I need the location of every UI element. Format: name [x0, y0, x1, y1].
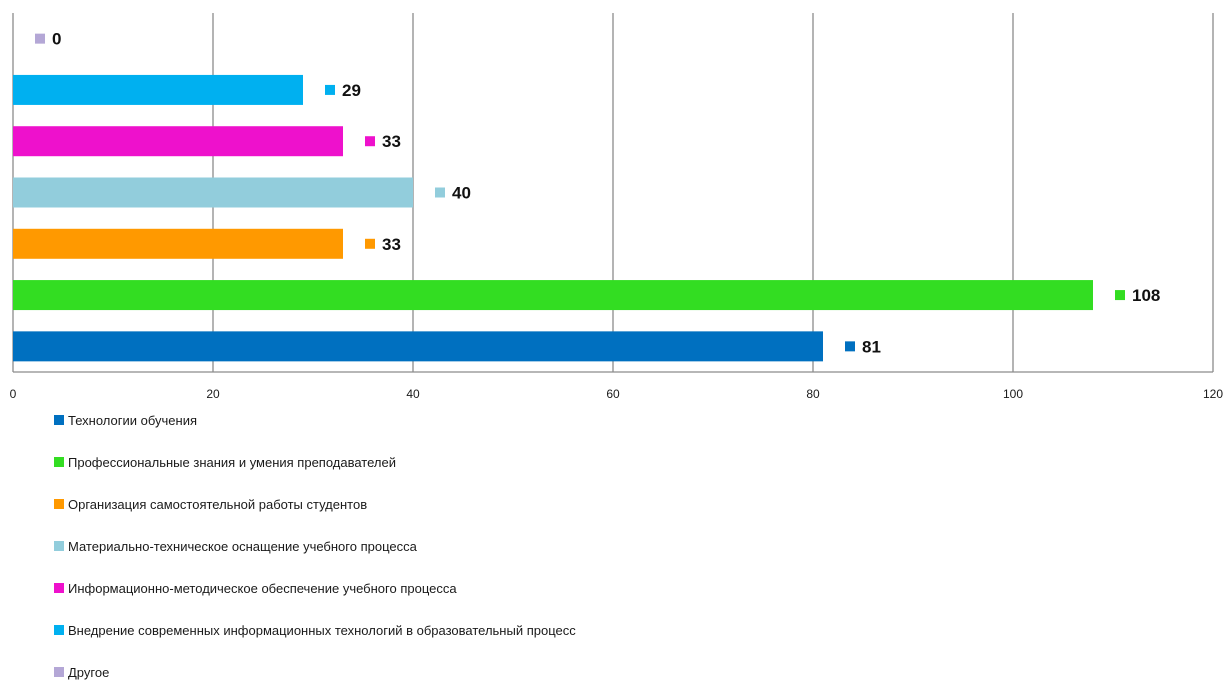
data-label-marker — [435, 187, 445, 198]
legend-label: Внедрение современных информационных тех… — [68, 622, 576, 638]
data-label-marker — [365, 238, 375, 249]
data-label: 33 — [382, 235, 401, 254]
x-tick-label: 100 — [1003, 387, 1023, 401]
data-label: 33 — [382, 132, 401, 151]
legend-swatch — [54, 541, 64, 551]
legend-label: Организация самостоятельной работы студе… — [68, 496, 368, 512]
legend-item: Материально-техническое оснащение учебно… — [54, 536, 417, 556]
x-tick-label: 20 — [206, 387, 220, 401]
legend-label: Профессиональные знания и умения препода… — [68, 454, 396, 470]
legend-swatch — [54, 583, 64, 593]
x-tick-label: 40 — [406, 387, 420, 401]
legend-item: Технологии обучения — [54, 410, 197, 430]
bar — [13, 280, 1093, 311]
bar — [13, 177, 413, 208]
bar — [13, 228, 343, 259]
legend-swatch — [54, 499, 64, 509]
bar — [13, 126, 343, 157]
data-label-marker — [845, 341, 855, 352]
bar — [13, 331, 823, 362]
data-label: 29 — [342, 81, 361, 100]
data-label-marker — [365, 136, 375, 147]
legend-item: Другое — [54, 662, 109, 682]
legend-swatch — [54, 667, 64, 677]
data-label: 108 — [1132, 286, 1160, 305]
legend-swatch — [54, 625, 64, 635]
data-label-marker — [325, 84, 335, 95]
x-tick-label: 0 — [10, 387, 17, 401]
x-tick-label: 60 — [606, 387, 620, 401]
legend-item: Профессиональные знания и умения препода… — [54, 452, 396, 472]
legend-label: Другое — [68, 664, 110, 680]
legend-item: Информационно-методическое обеспечение у… — [54, 578, 457, 598]
bar-chart: 0 20 40 60 80 100 120 81 108 33 40 33 29 0 — [10, 13, 1223, 401]
data-label-marker — [1115, 290, 1125, 301]
legend-label: Материально-техническое оснащение учебно… — [68, 538, 417, 554]
data-label: 81 — [862, 337, 881, 356]
bar — [13, 74, 303, 105]
legend-swatch — [54, 457, 64, 467]
legend-label: Информационно-методическое обеспечение у… — [68, 580, 457, 596]
data-label: 0 — [52, 30, 61, 49]
legend-item: Организация самостоятельной работы студе… — [54, 494, 367, 514]
x-tick-label: 80 — [806, 387, 820, 401]
legend-swatch — [54, 415, 64, 425]
legend-label: Технологии обучения — [68, 412, 197, 428]
legend-item: Внедрение современных информационных тех… — [54, 620, 576, 640]
x-tick-label: 120 — [1203, 387, 1223, 401]
data-label: 40 — [452, 184, 471, 203]
data-label-marker — [35, 33, 45, 44]
